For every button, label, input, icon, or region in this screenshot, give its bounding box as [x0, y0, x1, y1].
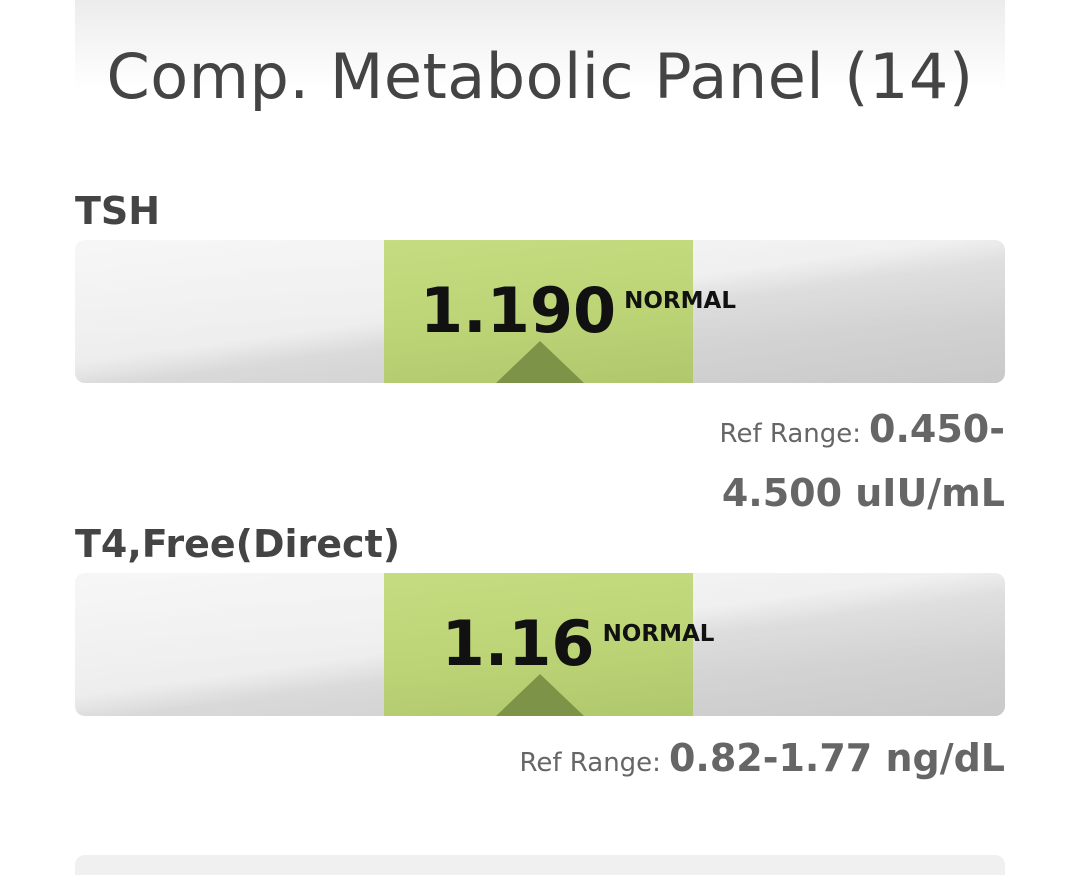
value-marker: [496, 674, 584, 716]
ref-range: 0.450-4.500 uIU/mL: [721, 407, 1005, 515]
test-name: T4,Free(Direct): [75, 522, 401, 566]
test-status: NORMAL: [602, 621, 715, 647]
range-bar: 1.190 NORMAL: [75, 240, 1005, 383]
test-status: NORMAL: [624, 288, 736, 314]
test-item: TSH 1.190 NORMAL Ref Range: 0.450-4.500 u…: [75, 182, 1005, 529]
reading: 1.16 NORMAL: [442, 609, 715, 679]
test-name: TSH: [75, 189, 161, 233]
panel-title: Comp. Metabolic Panel (14): [106, 40, 974, 113]
ref-label: Ref Range:: [519, 748, 661, 778]
range-bar: 1.16 NORMAL: [75, 573, 1005, 716]
test-value: 1.190: [420, 274, 617, 347]
ref-range-row: Ref Range: 0.450-4.500 uIU/mL: [705, 401, 1005, 529]
next-card: [75, 855, 1005, 875]
test-value: 1.16: [441, 607, 595, 680]
value-marker: [496, 341, 584, 383]
ref-label: Ref Range:: [719, 419, 862, 449]
ref-range-row: Ref Range: 0.82-1.77 ng/dL: [405, 730, 1005, 794]
card-header: [75, 0, 1005, 150]
test-item: T4,Free(Direct) 1.16 NORMAL Ref Range: 0.…: [75, 515, 1005, 794]
ref-range: 0.82-1.77 ng/dL: [668, 736, 1005, 780]
reading: 1.190 NORMAL: [420, 276, 736, 346]
